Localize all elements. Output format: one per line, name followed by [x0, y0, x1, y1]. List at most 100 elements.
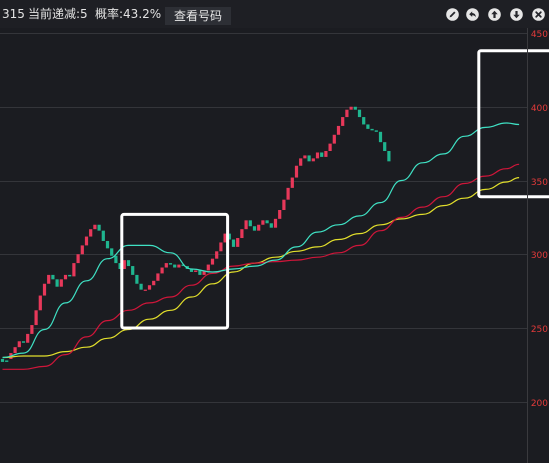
candle-down — [51, 274, 55, 280]
candle-up — [194, 270, 198, 272]
candle-down — [131, 266, 135, 275]
candles — [0, 106, 391, 362]
probability-label: 概率:43.2% — [95, 7, 162, 21]
candle-down — [139, 283, 143, 290]
candle-down — [387, 151, 391, 162]
candle-down — [378, 131, 383, 143]
candle-down — [97, 224, 101, 231]
candle-up — [164, 263, 168, 268]
ma-long-line — [2, 177, 520, 359]
candle-up — [324, 151, 328, 157]
candle-down — [370, 128, 374, 131]
candle-down — [105, 240, 110, 249]
candle-down — [168, 263, 173, 265]
candle-down — [374, 130, 378, 132]
highlight-box — [477, 49, 549, 199]
candle-down — [5, 360, 9, 362]
candle-down — [252, 226, 257, 231]
candle-down — [21, 341, 26, 343]
arrow-down-icon[interactable] — [510, 8, 523, 21]
candle-down — [353, 106, 357, 110]
candle-down — [227, 233, 231, 240]
candle-up — [294, 165, 299, 178]
candle-up — [299, 158, 303, 166]
candle-up — [42, 283, 47, 296]
candle-up — [152, 280, 156, 286]
ma-mid-line — [2, 163, 520, 370]
candle-down — [189, 269, 194, 272]
candle-up — [336, 125, 341, 135]
candle-down — [126, 260, 131, 267]
candle-down — [366, 124, 370, 129]
candle-up — [206, 264, 210, 271]
candle-down — [68, 274, 72, 277]
candle-up — [160, 267, 164, 274]
candle-up — [278, 210, 282, 219]
candle-up — [311, 158, 315, 162]
candle-up — [303, 155, 307, 159]
view-number-button[interactable]: 查看号码 — [165, 7, 231, 25]
price-tick-label: 400 — [531, 104, 548, 114]
candle-up — [47, 274, 51, 284]
price-tick-label: 200 — [531, 399, 548, 409]
moving-averages — [2, 122, 520, 370]
candle-up — [332, 134, 336, 144]
candle-up — [17, 341, 21, 348]
candle-down — [118, 263, 122, 269]
candle-down — [198, 270, 202, 275]
candle-up — [349, 106, 353, 110]
candle-down — [248, 220, 252, 227]
candle-up — [210, 258, 215, 265]
candle-up — [290, 177, 294, 188]
candle-down — [110, 248, 114, 256]
candle-up — [93, 224, 97, 230]
candle-down — [173, 264, 177, 268]
candle-down — [135, 274, 139, 284]
candle-up — [72, 263, 76, 277]
candle-down — [181, 264, 185, 267]
candle-up — [89, 229, 93, 237]
candle-up — [143, 289, 147, 291]
candle-up — [30, 325, 34, 334]
candle-up — [76, 254, 80, 264]
candle-down — [362, 117, 366, 125]
candle-up — [215, 251, 219, 259]
candle-up — [63, 274, 68, 280]
candle-up — [257, 224, 261, 231]
candle-up — [156, 273, 160, 281]
candle-up — [122, 260, 126, 269]
back-icon[interactable] — [466, 8, 479, 21]
highlight-box — [120, 212, 230, 330]
candle-down — [383, 142, 387, 151]
price-tick-label: 350 — [531, 178, 548, 188]
candle-up — [341, 117, 345, 126]
candle-up — [80, 245, 84, 255]
candle-up — [223, 233, 227, 243]
candle-up — [240, 229, 244, 239]
candle-up — [345, 109, 349, 118]
price-axis: 450 400 350 300 250 200 — [531, 30, 548, 409]
candle-up — [315, 152, 320, 159]
arrow-up-icon[interactable] — [488, 8, 501, 21]
candle-down — [0, 358, 5, 362]
candle-up — [202, 270, 206, 275]
price-tick-label: 250 — [531, 325, 548, 335]
candle-down — [357, 109, 362, 118]
candle-down — [101, 230, 105, 241]
candle-up — [84, 236, 89, 246]
candle-up — [34, 310, 38, 326]
close-icon[interactable] — [532, 8, 545, 21]
candle-up — [282, 199, 286, 210]
candle-down — [265, 220, 269, 224]
toolbar: 315 当前递减:5 概率:43.2% 查看号码 — [0, 0, 549, 28]
candle-down — [55, 279, 59, 287]
edit-icon[interactable] — [446, 8, 459, 21]
candle-up — [261, 220, 265, 225]
candle-down — [231, 239, 236, 247]
candle-down — [269, 223, 273, 228]
price-tick-label: 450 — [531, 30, 548, 40]
price-tick-label: 300 — [531, 251, 548, 261]
grid-lines — [0, 33, 527, 403]
